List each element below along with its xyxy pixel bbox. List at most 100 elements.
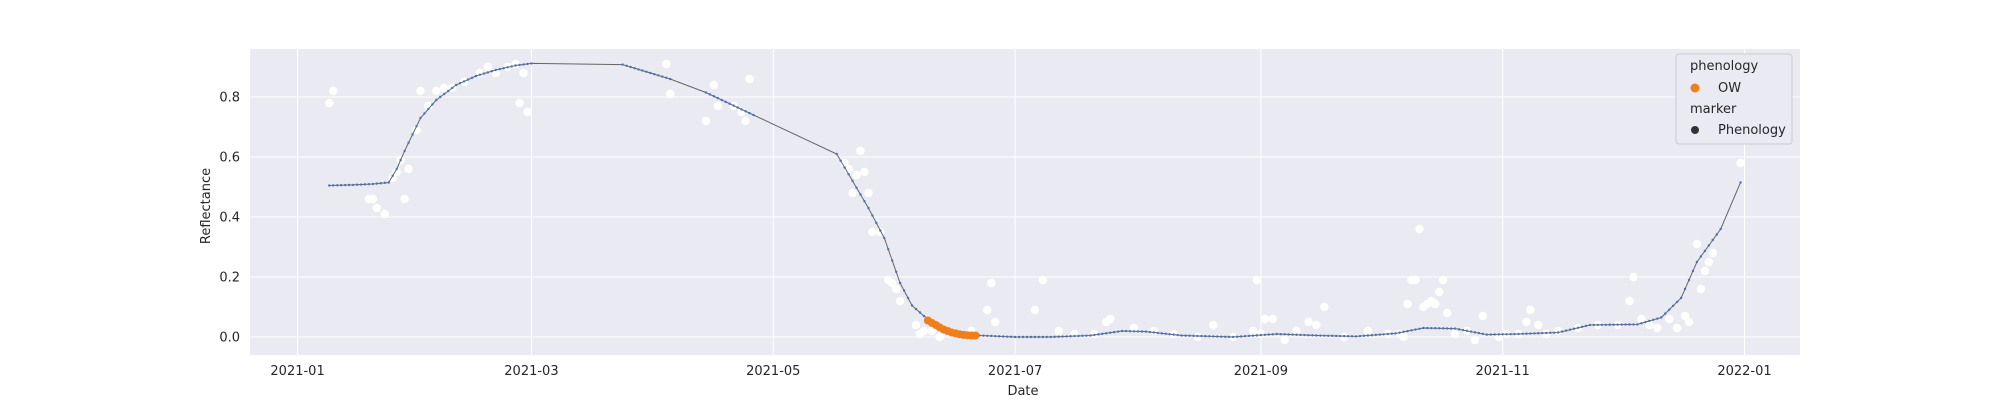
fit-marker [1049,335,1052,339]
fit-marker [1085,334,1088,337]
legend-phenology-marker [1691,126,1699,134]
fit-marker [1656,317,1659,320]
fit-marker [1200,334,1203,338]
fit-marker [1001,335,1005,338]
fit-marker [657,74,660,77]
fit-marker [1180,334,1183,337]
fit-marker [990,334,993,338]
observation-point [987,278,996,288]
fit-marker [1136,330,1140,333]
observation-point [666,89,675,99]
observation-point [1478,311,1488,321]
observation-point [709,80,719,90]
fit-marker [922,314,926,318]
fit-marker [1255,334,1259,337]
fit-marker [1223,335,1227,338]
fit-marker [1112,330,1116,334]
observation-point [1692,239,1702,249]
observation-point [887,278,897,288]
fit-marker [462,80,466,83]
fit-marker [1327,334,1330,337]
fit-marker [439,95,442,99]
fit-marker [1295,333,1298,336]
fit-marker [1033,335,1037,339]
fit-marker [1660,316,1663,319]
fit-marker [1521,332,1524,336]
fit-marker [1128,330,1132,333]
fit-marker [1418,327,1421,330]
fit-marker [1390,332,1393,335]
fit-marker [1438,327,1441,330]
fit-marker [1592,323,1596,327]
fit-marker [399,158,402,162]
legend-box [1675,53,1793,145]
fit-marker [843,166,846,169]
fit-marker [1097,333,1100,336]
legend-phenology-label: Phenology [1718,123,1786,138]
fit-marker [371,182,375,186]
fit-marker [910,304,914,307]
fit-marker [1517,332,1520,336]
fit-marker [328,184,331,187]
fit-marker [661,75,664,78]
fit-marker [1739,181,1742,184]
fit-marker [1505,333,1508,336]
fit-marker [1342,334,1346,338]
fit-marker [1235,335,1239,338]
observation-point [1736,158,1745,168]
observation-point [1129,323,1139,333]
fit-marker [482,72,486,75]
observation-point [741,116,750,126]
fit-marker [1283,333,1286,336]
fit-marker [1323,334,1326,337]
fit-marker [1473,331,1477,334]
fit-marker [1644,320,1647,324]
ow-points [923,316,980,340]
fit-marker [1584,324,1588,328]
fit-marker [1124,329,1128,333]
fit-marker [1596,323,1600,327]
fit-marker [1394,332,1397,335]
observation-point [1248,326,1258,336]
fit-marker [383,181,386,185]
fit-marker [1386,332,1389,336]
fit-marker [1013,335,1017,339]
fit-marker [1588,323,1592,327]
observation-point [325,98,334,108]
fit-marker [986,334,989,338]
fit-marker [752,113,755,117]
observation-point [1645,320,1654,330]
fit-marker [1065,335,1068,338]
fit-marker [1017,335,1021,339]
observation-point [372,203,382,213]
fit-marker [1307,334,1310,337]
fit-marker [1410,329,1413,332]
fit-marker [1334,334,1338,338]
fit-marker [1009,335,1013,339]
fit-marker [867,206,870,210]
fit-marker [1077,334,1080,338]
fit-marker [526,62,529,66]
fit-marker [855,186,858,189]
fit-marker [883,236,886,240]
observation-point [368,194,378,204]
fit-marker [1275,332,1278,336]
fit-marker [1632,323,1635,326]
fit-marker [332,184,335,187]
fit-marker [1679,296,1683,300]
observation-point [1304,317,1313,327]
fit-marker [1152,331,1156,334]
observation-point [876,227,885,237]
observation-point [927,326,937,336]
fit-marker [1636,323,1639,326]
fit-marker [1465,329,1469,333]
fit-marker [1382,333,1385,336]
fit-marker [669,77,672,81]
fit-marker [379,182,383,185]
observation-point [868,227,877,237]
observation-point [891,284,901,294]
fit-marker [724,100,727,104]
observation-point [483,62,493,72]
x-tick-label: 2021-07 [988,364,1042,379]
